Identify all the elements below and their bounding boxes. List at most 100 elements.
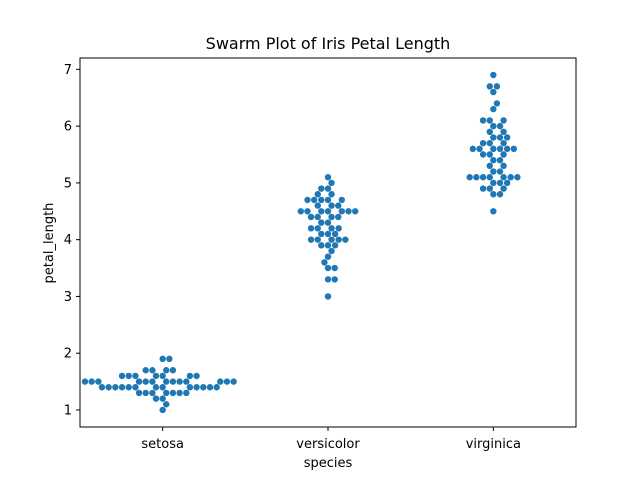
data-point-setosa	[149, 378, 156, 385]
data-point-setosa	[135, 378, 143, 385]
data-point-virginica	[490, 156, 497, 164]
data-point-virginica	[496, 156, 504, 164]
data-point-versicolor	[318, 230, 325, 238]
data-point-virginica	[476, 145, 483, 153]
points-layer	[81, 71, 521, 414]
data-point-setosa	[176, 378, 183, 385]
data-point-versicolor	[324, 264, 332, 272]
data-point-virginica	[486, 128, 493, 135]
data-point-setosa	[169, 367, 177, 374]
data-point-virginica	[486, 174, 493, 181]
data-point-versicolor	[314, 236, 321, 243]
data-point-setosa	[152, 372, 160, 380]
x-axis: setosa versicolor virginica	[141, 427, 521, 452]
data-point-versicolor	[314, 225, 321, 232]
data-point-setosa	[163, 401, 170, 408]
data-point-virginica	[490, 179, 497, 187]
data-point-setosa	[125, 372, 132, 380]
data-point-virginica	[507, 174, 514, 181]
data-point-virginica	[500, 139, 507, 147]
data-point-versicolor	[324, 230, 332, 238]
chart-title: Swarm Plot of Iris Petal Length	[206, 34, 451, 53]
data-point-virginica	[490, 122, 497, 130]
data-point-versicolor	[335, 225, 342, 232]
data-point-versicolor	[324, 253, 332, 260]
data-point-virginica	[486, 83, 493, 90]
data-point-versicolor	[314, 191, 321, 198]
data-point-versicolor	[328, 202, 335, 209]
data-point-setosa	[193, 372, 200, 380]
data-point-setosa	[135, 389, 143, 397]
data-point-virginica	[479, 139, 487, 147]
data-point-versicolor	[324, 185, 332, 192]
data-point-versicolor	[328, 179, 335, 187]
data-point-setosa	[159, 372, 166, 380]
data-point-setosa	[105, 384, 112, 391]
data-point-versicolor	[345, 208, 352, 215]
data-point-virginica	[496, 134, 504, 141]
data-point-setosa	[186, 372, 194, 380]
data-point-versicolor	[324, 242, 332, 249]
data-point-virginica	[493, 83, 501, 90]
data-point-versicolor	[338, 196, 346, 204]
data-point-setosa	[132, 384, 139, 391]
data-point-versicolor	[328, 191, 335, 198]
data-point-virginica	[486, 162, 493, 170]
data-point-setosa	[200, 384, 207, 391]
data-point-setosa	[95, 378, 102, 385]
data-point-virginica	[479, 185, 487, 192]
y-tick-label: 1	[64, 403, 72, 418]
data-point-setosa	[118, 372, 126, 380]
data-point-virginica	[500, 128, 507, 135]
data-point-virginica	[486, 185, 493, 192]
data-point-virginica	[486, 117, 493, 124]
y-axis-label: petal_length	[42, 203, 57, 284]
data-point-versicolor	[304, 208, 311, 215]
data-point-virginica	[490, 168, 497, 175]
data-point-setosa	[193, 384, 200, 391]
data-point-virginica	[510, 145, 518, 153]
x-tick-label-virginica: virginica	[466, 437, 521, 452]
data-point-setosa	[159, 395, 166, 402]
x-tick-label-versicolor: versicolor	[296, 437, 360, 452]
data-point-versicolor	[318, 196, 325, 204]
data-point-virginica	[473, 174, 480, 181]
data-point-setosa	[206, 384, 214, 391]
data-point-versicolor	[297, 208, 304, 215]
data-point-setosa	[98, 384, 106, 391]
data-point-versicolor	[328, 247, 335, 255]
data-point-versicolor	[331, 230, 339, 238]
data-point-setosa	[152, 395, 160, 402]
data-point-versicolor	[324, 219, 332, 226]
data-point-versicolor	[335, 236, 342, 243]
data-point-setosa	[217, 378, 224, 385]
data-point-virginica	[500, 162, 507, 170]
data-point-setosa	[112, 384, 119, 391]
data-point-versicolor	[318, 242, 325, 249]
data-point-versicolor	[352, 208, 359, 215]
data-point-setosa	[125, 384, 132, 391]
data-point-virginica	[493, 100, 501, 107]
y-tick-label: 3	[64, 290, 72, 305]
data-point-versicolor	[307, 225, 315, 232]
data-point-setosa	[81, 378, 89, 385]
data-point-versicolor	[324, 174, 332, 181]
data-point-setosa	[132, 372, 139, 380]
data-point-versicolor	[324, 293, 332, 300]
data-point-setosa	[88, 378, 95, 385]
data-point-virginica	[490, 88, 497, 96]
data-point-virginica	[479, 174, 487, 181]
data-point-versicolor	[328, 236, 335, 243]
data-point-virginica	[490, 145, 497, 153]
data-point-setosa	[149, 389, 156, 397]
data-point-versicolor	[304, 196, 311, 204]
y-tick-label: 2	[64, 347, 72, 362]
y-tick-label: 7	[64, 63, 72, 78]
data-point-virginica	[503, 134, 511, 141]
data-point-setosa	[159, 355, 166, 363]
data-point-virginica	[500, 174, 507, 181]
x-axis-label: species	[304, 456, 353, 471]
data-point-versicolor	[324, 276, 332, 283]
data-point-virginica	[496, 168, 504, 175]
data-point-versicolor	[331, 242, 339, 249]
